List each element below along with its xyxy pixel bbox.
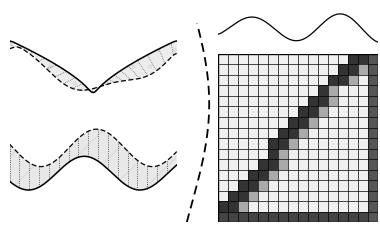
Bar: [368, 54, 378, 222]
Bar: [288, 128, 298, 138]
Bar: [308, 106, 318, 117]
Bar: [249, 191, 258, 201]
Bar: [358, 64, 368, 75]
Bar: [258, 180, 268, 191]
Bar: [328, 96, 338, 106]
Bar: [268, 138, 278, 149]
Bar: [348, 54, 358, 64]
Bar: [278, 149, 288, 159]
Bar: [348, 64, 358, 75]
Bar: [318, 85, 328, 96]
Bar: [228, 201, 238, 212]
Bar: [328, 85, 338, 96]
Bar: [298, 117, 308, 128]
Bar: [238, 191, 249, 201]
Bar: [218, 201, 228, 212]
Bar: [249, 180, 258, 191]
Bar: [278, 159, 288, 170]
Bar: [328, 75, 338, 85]
Bar: [228, 191, 238, 201]
Bar: [238, 201, 249, 212]
Bar: [218, 212, 378, 222]
Bar: [368, 54, 378, 64]
Bar: [318, 96, 328, 106]
Bar: [318, 106, 328, 117]
Bar: [298, 106, 308, 117]
Bar: [308, 96, 318, 106]
Bar: [298, 128, 308, 138]
Bar: [358, 54, 368, 64]
Bar: [268, 159, 278, 170]
Bar: [278, 138, 288, 149]
Bar: [258, 170, 268, 180]
Bar: [348, 75, 358, 85]
Bar: [238, 180, 249, 191]
Bar: [228, 212, 238, 222]
Bar: [338, 64, 348, 75]
Bar: [218, 212, 228, 222]
Bar: [338, 75, 348, 85]
Bar: [258, 159, 268, 170]
Bar: [268, 149, 278, 159]
Bar: [368, 64, 378, 75]
Bar: [249, 170, 258, 180]
Bar: [288, 117, 298, 128]
Bar: [288, 138, 298, 149]
Bar: [308, 117, 318, 128]
Bar: [268, 170, 278, 180]
Bar: [278, 128, 288, 138]
